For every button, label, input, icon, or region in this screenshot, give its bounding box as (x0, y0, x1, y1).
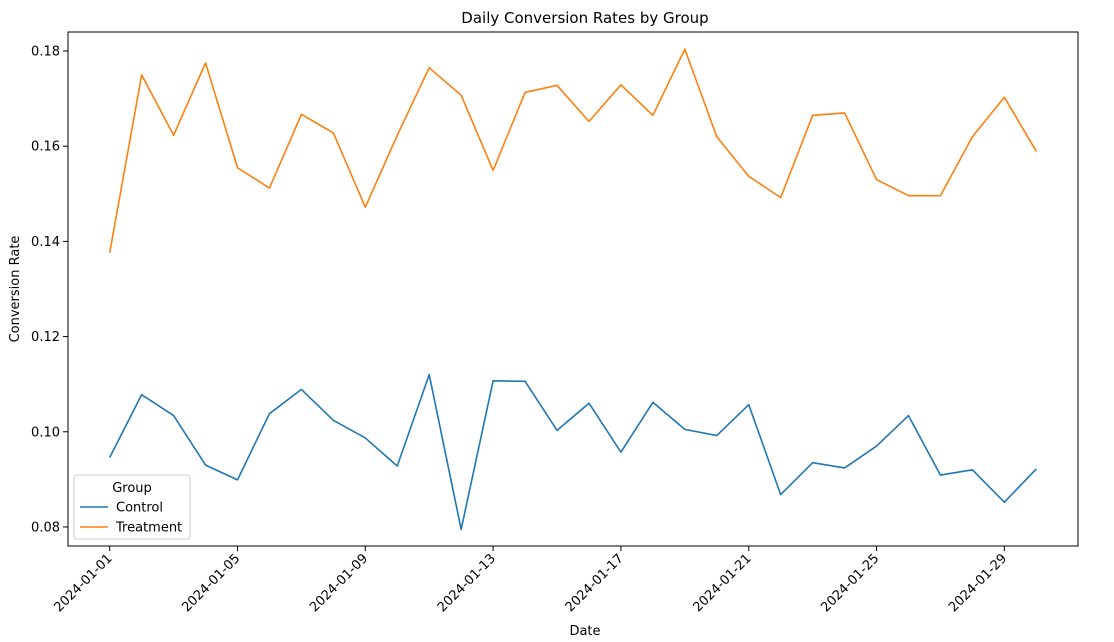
x-tick-label: 2024-01-13 (435, 551, 499, 615)
series-line-treatment (108, 48, 1037, 253)
x-tick-label: 2024-01-21 (691, 551, 755, 615)
y-axis: 0.08 0.10 0.12 0.14 0.16 0.18 (31, 45, 68, 535)
x-axis-title: Date (569, 624, 600, 639)
series-layer (108, 48, 1037, 531)
legend: Group Control Treatment (73, 474, 191, 540)
legend-title: Group (112, 481, 152, 496)
y-tick-label: 0.12 (31, 330, 60, 345)
y-axis-title: Conversion Rate (8, 236, 23, 343)
x-axis: 2024-01-01 2024-01-05 2024-01-09 2024-01-13… (51, 546, 1010, 615)
series-line-control (108, 373, 1037, 531)
legend-frame (73, 474, 191, 540)
y-tick-label: 0.14 (31, 235, 60, 250)
plot-area-frame (67, 31, 1079, 547)
x-tick-label: 2024-01-17 (563, 551, 627, 615)
y-tick-label: 0.08 (31, 520, 60, 535)
x-tick-label: 2024-01-05 (179, 551, 243, 615)
y-tick-label: 0.10 (31, 425, 60, 440)
x-tick-label: 2024-01-29 (946, 551, 1010, 615)
chart-title: Daily Conversion Rates by Group (461, 9, 708, 27)
x-tick-label: 2024-01-01 (51, 551, 115, 615)
x-tick-label: 2024-01-25 (818, 551, 882, 615)
x-tick-label: 2024-01-09 (307, 551, 371, 615)
legend-label-treatment: Treatment (115, 521, 182, 536)
y-tick-label: 0.18 (31, 45, 60, 60)
legend-label-control: Control (116, 501, 163, 516)
y-tick-label: 0.16 (31, 140, 60, 155)
